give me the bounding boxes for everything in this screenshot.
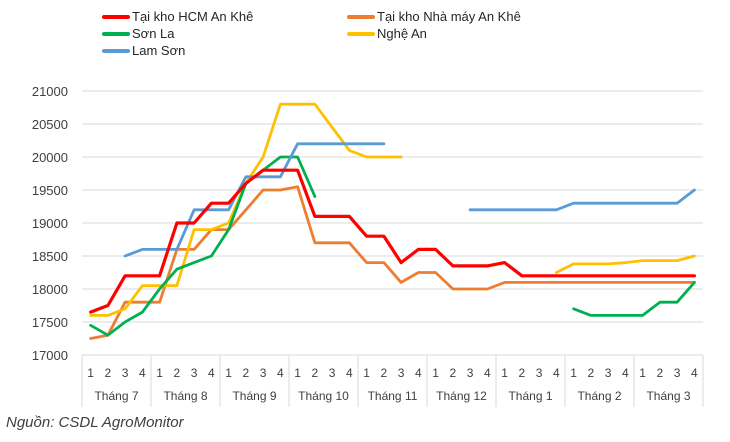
x-month-label: Tháng 10 (298, 389, 349, 403)
x-week-label: 2 (519, 366, 526, 380)
x-week-label: 2 (105, 366, 112, 380)
x-week-label: 4 (277, 366, 284, 380)
x-week-label: 4 (691, 366, 698, 380)
y-tick-label: 20500 (32, 117, 68, 132)
legend-swatch-icon (102, 48, 130, 53)
x-week-label: 2 (312, 366, 319, 380)
y-tick-label: 19000 (32, 216, 68, 231)
x-week-label: 3 (605, 366, 612, 380)
legend-label: Tại kho Nhà máy An Khê (377, 9, 521, 24)
legend-swatch-icon (102, 31, 130, 36)
y-tick-label: 17000 (32, 348, 68, 363)
x-month-label: Tháng 12 (436, 389, 487, 403)
legend-label: Nghệ An (377, 26, 427, 41)
x-week-label: 4 (484, 366, 491, 380)
x-week-label: 3 (398, 366, 405, 380)
series-line (572, 280, 696, 317)
x-week-label: 3 (260, 366, 267, 380)
legend-label: Tại kho HCM An Khê (132, 9, 254, 24)
x-month-label: Tháng 2 (577, 389, 621, 403)
legend-item-hcm-an-khe: Tại kho HCM An Khê (102, 9, 253, 24)
series-line (89, 155, 317, 337)
y-tick-label: 20000 (32, 150, 68, 165)
legend-item-lam-son: Lam Sơn (102, 43, 185, 58)
x-week-label: 1 (363, 366, 370, 380)
x-week-label: 2 (174, 366, 181, 380)
x-week-label: 3 (467, 366, 474, 380)
x-week-label: 3 (122, 366, 129, 380)
y-axis: 17000 17500 18000 18500 19000 19500 20000 20500… (32, 84, 68, 363)
legend-label: Lam Sơn (132, 43, 186, 58)
series-line (555, 254, 696, 274)
x-week-label: 4 (553, 366, 560, 380)
x-week-label: 2 (450, 366, 457, 380)
chart-legend: Tại kho HCM An Khê Tại kho Nhà máy An Kh… (0, 0, 730, 70)
x-week-label: 4 (415, 366, 422, 380)
series-line (88, 168, 697, 314)
x-week-label: 2 (381, 366, 388, 380)
x-week-label: 4 (622, 366, 629, 380)
x-week-label: 2 (243, 366, 250, 380)
series-line (468, 188, 696, 212)
x-week-label: 4 (208, 366, 215, 380)
y-tick-label: 17500 (32, 315, 68, 330)
x-week-label: 1 (432, 366, 439, 380)
x-month-label: Tháng 3 (646, 389, 690, 403)
y-tick-label: 21000 (32, 84, 68, 99)
series-line (89, 185, 696, 340)
x-month-label: Tháng 11 (368, 389, 418, 403)
legend-item-nghe-an: Nghệ An (347, 26, 427, 41)
x-week-label: 1 (225, 366, 232, 380)
legend-swatch-icon (347, 31, 375, 36)
series-lines (88, 102, 697, 340)
x-week-label: 1 (501, 366, 508, 380)
x-week-label: 3 (191, 366, 198, 380)
y-tick-label: 18500 (32, 249, 68, 264)
source-note: Nguồn: CSDL AgroMonitor (6, 414, 184, 431)
x-week-label: 3 (536, 366, 543, 380)
legend-item-son-la: Sơn La (102, 26, 175, 41)
x-month-label: Tháng 7 (94, 389, 138, 403)
x-week-label: 3 (329, 366, 336, 380)
x-week-label: 1 (570, 366, 577, 380)
x-week-label: 4 (346, 366, 353, 380)
y-tick-label: 18000 (32, 282, 68, 297)
x-month-label: Tháng 1 (508, 389, 552, 403)
x-week-label: 1 (156, 366, 163, 380)
x-week-label: 4 (139, 366, 146, 380)
gridlines (82, 90, 703, 323)
x-week-label: 2 (588, 366, 595, 380)
x-week-label: 1 (639, 366, 646, 380)
x-month-label: Tháng 8 (163, 389, 207, 403)
x-week-label: 3 (674, 366, 681, 380)
legend-swatch-icon (102, 14, 130, 19)
x-week-label: 1 (87, 366, 94, 380)
legend-label: Sơn La (132, 26, 175, 41)
x-week-label: 2 (657, 366, 664, 380)
legend-swatch-icon (347, 14, 375, 19)
legend-item-nha-may-an-khe: Tại kho Nhà máy An Khê (347, 9, 521, 24)
y-tick-label: 19500 (32, 183, 68, 198)
x-month-label: Tháng 9 (232, 389, 276, 403)
x-week-label: 1 (294, 366, 301, 380)
